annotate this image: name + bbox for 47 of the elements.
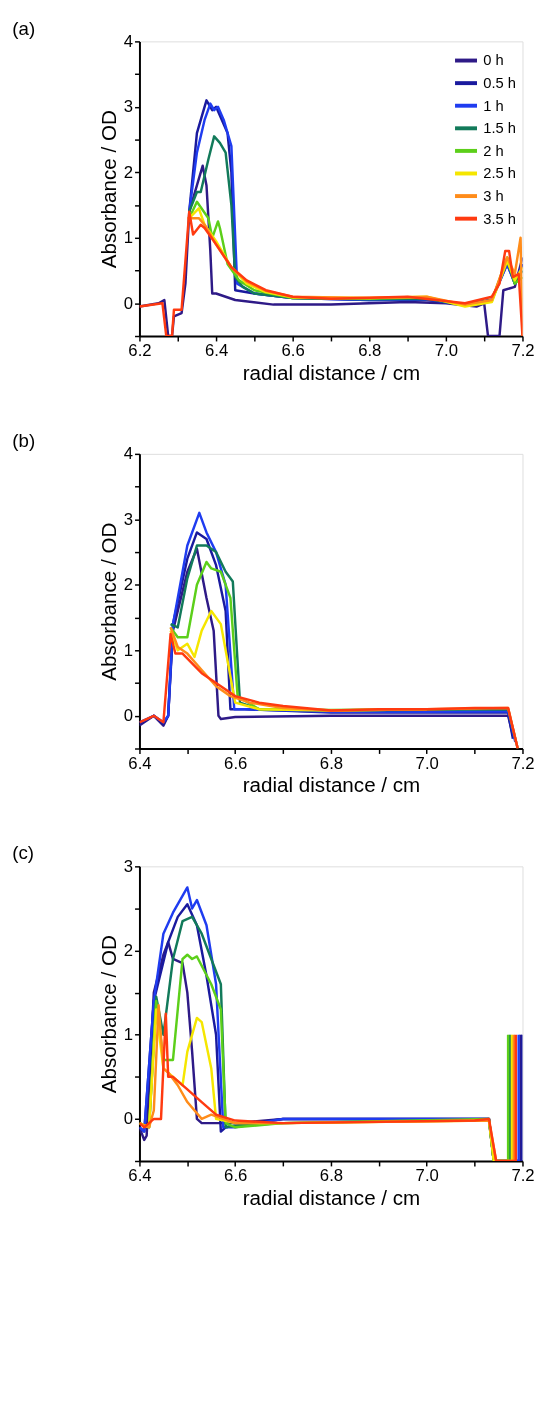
y-tick-label: 3 <box>123 509 134 529</box>
x-tick-label: 7.2 <box>511 341 535 361</box>
x-tick-label: 6.2 <box>128 341 152 361</box>
text: 7.0 <box>415 753 439 773</box>
x-tick-label: 7.2 <box>511 753 535 773</box>
y-tick-label: 0 <box>123 706 134 726</box>
y-tick-label: 2 <box>123 162 134 182</box>
y-axis-title: Absorbance / OD <box>96 522 120 681</box>
y-tick-label: 4 <box>123 31 134 51</box>
y-tick-label: 1 <box>123 228 134 248</box>
y-tick-label: 2 <box>123 575 134 595</box>
chart-title: (a) <box>12 17 36 39</box>
y-tick-label: 3 <box>123 97 134 117</box>
y-tick-label: 3 <box>123 856 134 876</box>
y-tick-label: 1 <box>123 1025 134 1045</box>
chart-title: (b) <box>12 430 36 452</box>
x-tick-label: 6.4 <box>128 1166 152 1186</box>
x-tick-label: 6.8 <box>319 753 344 773</box>
text: 7.0 <box>415 1166 439 1186</box>
legend-label: 1.5 h <box>483 120 516 137</box>
x-axis-title: radial distance / cm <box>242 360 421 384</box>
y-tick-label: 2 <box>123 940 134 960</box>
legend-label: 2 h <box>483 142 504 159</box>
legend-label: 3.5 h <box>483 210 516 227</box>
x-tick-label: 6.4 <box>204 341 229 361</box>
chart-title: (c) <box>12 842 35 864</box>
legend-label: 0 h <box>483 52 504 69</box>
y-axis-title: Absorbance / OD <box>96 110 120 269</box>
x-axis-title: radial distance / cm <box>242 773 421 797</box>
y-tick-label: 1 <box>123 640 134 660</box>
x-tick-label: 6.8 <box>319 1166 344 1186</box>
x-tick-label: 6.6 <box>224 1166 248 1186</box>
x-tick-label: 7.2 <box>511 1166 535 1186</box>
y-tick-label: 0 <box>123 293 134 313</box>
legend-label: 1 h <box>483 97 504 114</box>
x-tick-label: 6.8 <box>358 341 382 361</box>
y-tick-label: 4 <box>123 444 134 464</box>
y-tick-label: 0 <box>123 1109 134 1129</box>
x-tick-label: 6.6 <box>281 341 305 361</box>
x-tick-label: 6.4 <box>128 753 152 773</box>
text: 7.0 <box>434 341 458 361</box>
y-axis-title: Absorbance / OD <box>96 935 120 1094</box>
legend-label: 3 h <box>483 187 504 204</box>
x-tick-label: 6.6 <box>224 753 248 773</box>
legend-label: 0.5 h <box>483 75 516 92</box>
x-axis-title: radial distance / cm <box>242 1185 421 1209</box>
legend-label: 2.5 h <box>483 165 516 182</box>
